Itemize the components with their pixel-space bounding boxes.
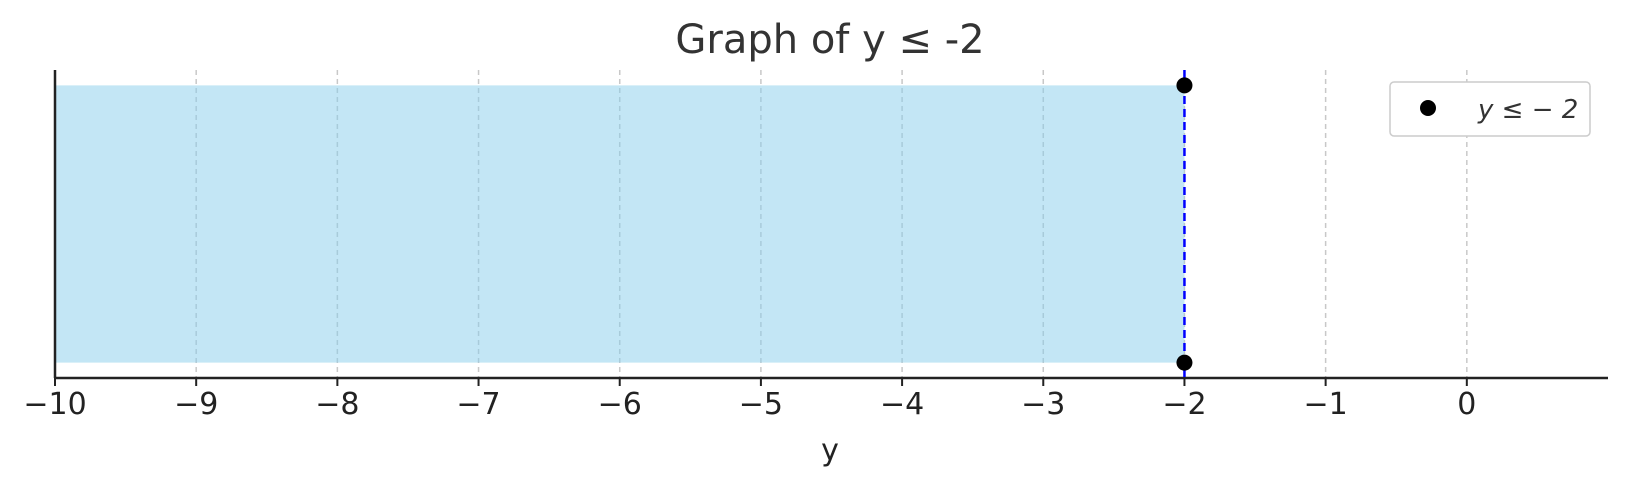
x-tick-label: −7	[456, 387, 500, 422]
x-tick-label: −8	[315, 387, 359, 422]
legend-marker	[1420, 100, 1436, 116]
chart-title: Graph of y ≤ -2	[675, 17, 984, 63]
legend: y ≤ − 2	[1389, 81, 1591, 137]
marks	[1176, 70, 1193, 378]
x-tick-label: −5	[739, 387, 783, 422]
x-tick-label: −4	[880, 387, 924, 422]
axes	[53, 70, 1608, 380]
shaded-region-group	[55, 85, 1185, 363]
x-tick-label: −10	[23, 387, 86, 422]
legend-label: y ≤ − 2	[1477, 95, 1578, 125]
x-tick-label: −1	[1304, 387, 1348, 422]
x-tick-label: 0	[1457, 387, 1476, 422]
x-axis-label: y	[821, 433, 839, 468]
x-ticks: −10 −9 −8 −7 −6 −5 −4 −3 −2 −1 0	[23, 378, 1476, 422]
x-tick-label: −2	[1162, 387, 1206, 422]
boundary-point	[1176, 354, 1193, 371]
shaded-region	[55, 85, 1185, 363]
legend-frame	[1389, 81, 1591, 137]
x-tick-label: −3	[1021, 387, 1065, 422]
boundary-point	[1176, 77, 1193, 94]
x-tick-label: −6	[598, 387, 642, 422]
x-tick-label: −9	[174, 387, 218, 422]
